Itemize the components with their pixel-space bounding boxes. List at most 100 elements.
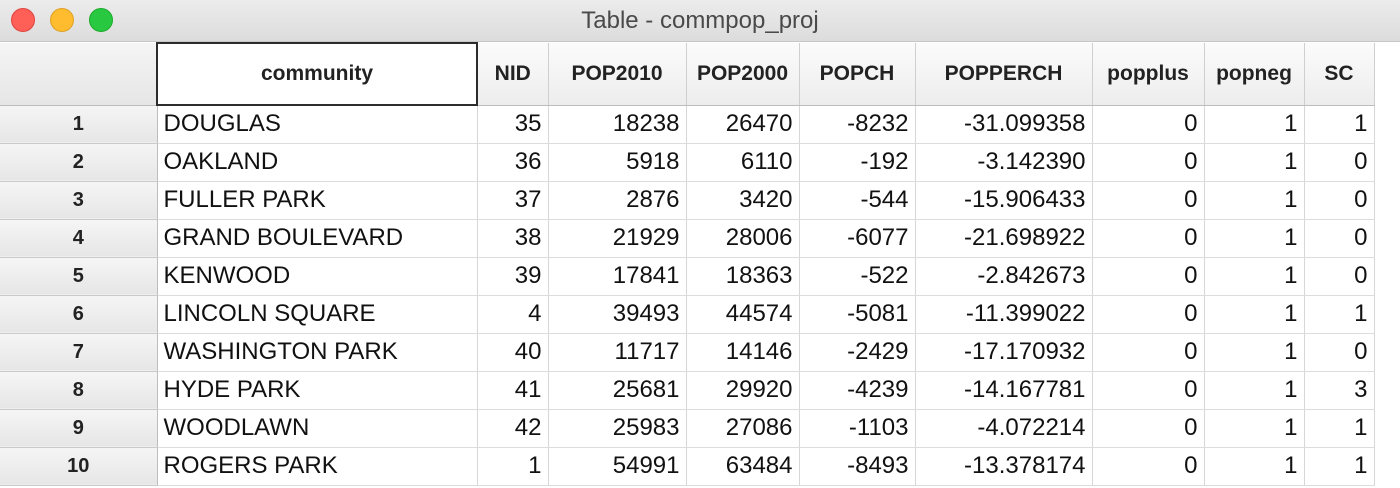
cell-nid[interactable]: 41 (477, 371, 549, 410)
column-header-sc[interactable]: SC (1304, 43, 1375, 106)
cell-popperch[interactable]: -3.142390 (915, 143, 1093, 182)
cell-nid[interactable]: 38 (477, 219, 549, 258)
row-header[interactable]: 4 (0, 219, 158, 258)
table-row[interactable]: 3 FULLER PARK 37 2876 3420 -544 -15.906433 0 1 0 (0, 181, 1375, 220)
cell-popplus[interactable]: 0 (1092, 409, 1205, 448)
cell-sc[interactable]: 0 (1304, 143, 1375, 182)
cell-community[interactable]: GRAND BOULEVARD (157, 219, 478, 258)
cell-nid[interactable]: 4 (477, 295, 549, 334)
cell-sc[interactable]: 3 (1304, 371, 1375, 410)
cell-community[interactable]: OAKLAND (157, 143, 478, 182)
cell-sc[interactable]: 0 (1304, 219, 1375, 258)
cell-popneg[interactable]: 1 (1204, 105, 1305, 144)
table-row[interactable]: 7 WASHINGTON PARK 40 11717 14146 -2429 -17.170… (0, 333, 1375, 372)
cell-popch[interactable]: -192 (799, 143, 916, 182)
row-header[interactable]: 10 (0, 447, 158, 486)
cell-nid[interactable]: 36 (477, 143, 549, 182)
cell-nid[interactable]: 42 (477, 409, 549, 448)
cell-popplus[interactable]: 0 (1092, 447, 1205, 486)
maximize-button[interactable] (89, 8, 113, 32)
cell-popneg[interactable]: 1 (1204, 181, 1305, 220)
cell-pop2010[interactable]: 39493 (548, 295, 687, 334)
table-row[interactable]: 8 HYDE PARK 41 25681 29920 -4239 -14.167781 0 1 3 (0, 371, 1375, 410)
table-row[interactable]: 2 OAKLAND 36 5918 6110 -192 -3.142390 0 1 0 (0, 143, 1375, 182)
cell-pop2010[interactable]: 21929 (548, 219, 687, 258)
table-row[interactable]: 4 GRAND BOULEVARD 38 21929 28006 -6077 -21.698… (0, 219, 1375, 258)
cell-pop2000[interactable]: 26470 (686, 105, 800, 144)
cell-popch[interactable]: -8232 (799, 105, 916, 144)
cell-popplus[interactable]: 0 (1092, 333, 1205, 372)
table-row[interactable]: 9 WOODLAWN 42 25983 27086 -1103 -4.072214 0 1 1 (0, 409, 1375, 448)
cell-pop2000[interactable]: 29920 (686, 371, 800, 410)
cell-popch[interactable]: -5081 (799, 295, 916, 334)
cell-sc[interactable]: 0 (1304, 257, 1375, 296)
cell-popperch[interactable]: -21.698922 (915, 219, 1093, 258)
cell-nid[interactable]: 1 (477, 447, 549, 486)
cell-community[interactable]: ROGERS PARK (157, 447, 478, 486)
cell-pop2000[interactable]: 14146 (686, 333, 800, 372)
column-header-popneg[interactable]: popneg (1204, 43, 1305, 106)
cell-pop2010[interactable]: 5918 (548, 143, 687, 182)
cell-popperch[interactable]: -4.072214 (915, 409, 1093, 448)
cell-nid[interactable]: 37 (477, 181, 549, 220)
cell-popneg[interactable]: 1 (1204, 257, 1305, 296)
cell-community[interactable]: KENWOOD (157, 257, 478, 296)
cell-community[interactable]: FULLER PARK (157, 181, 478, 220)
cell-popch[interactable]: -522 (799, 257, 916, 296)
cell-pop2000[interactable]: 27086 (686, 409, 800, 448)
cell-nid[interactable]: 39 (477, 257, 549, 296)
cell-sc[interactable]: 0 (1304, 181, 1375, 220)
row-header[interactable]: 1 (0, 105, 158, 144)
cell-popplus[interactable]: 0 (1092, 219, 1205, 258)
row-header[interactable]: 2 (0, 143, 158, 182)
cell-pop2010[interactable]: 18238 (548, 105, 687, 144)
cell-popperch[interactable]: -15.906433 (915, 181, 1093, 220)
column-header-pop2010[interactable]: POP2010 (548, 43, 687, 106)
cell-community[interactable]: WOODLAWN (157, 409, 478, 448)
cell-community[interactable]: LINCOLN SQUARE (157, 295, 478, 334)
row-header[interactable]: 6 (0, 295, 158, 334)
row-header[interactable]: 5 (0, 257, 158, 296)
cell-popneg[interactable]: 1 (1204, 447, 1305, 486)
cell-popplus[interactable]: 0 (1092, 295, 1205, 334)
cell-popneg[interactable]: 1 (1204, 295, 1305, 334)
row-header[interactable]: 7 (0, 333, 158, 372)
close-button[interactable] (11, 8, 35, 32)
cell-sc[interactable]: 1 (1304, 105, 1375, 144)
cell-pop2000[interactable]: 18363 (686, 257, 800, 296)
cell-popch[interactable]: -544 (799, 181, 916, 220)
cell-popplus[interactable]: 0 (1092, 105, 1205, 144)
column-header-pop2000[interactable]: POP2000 (686, 43, 800, 106)
cell-nid[interactable]: 40 (477, 333, 549, 372)
cell-popneg[interactable]: 1 (1204, 143, 1305, 182)
row-header[interactable]: 8 (0, 371, 158, 410)
minimize-button[interactable] (50, 8, 74, 32)
cell-pop2010[interactable]: 2876 (548, 181, 687, 220)
cell-popch[interactable]: -2429 (799, 333, 916, 372)
cell-popplus[interactable]: 0 (1092, 371, 1205, 410)
column-header-popplus[interactable]: popplus (1092, 43, 1205, 106)
table-row[interactable]: 5 KENWOOD 39 17841 18363 -522 -2.842673 0 1 0 (0, 257, 1375, 296)
row-header[interactable]: 3 (0, 181, 158, 220)
cell-popplus[interactable]: 0 (1092, 143, 1205, 182)
table-row[interactable]: 10 ROGERS PARK 1 54991 63484 -8493 -13.378174 0… (0, 447, 1375, 486)
cell-nid[interactable]: 35 (477, 105, 549, 144)
cell-popplus[interactable]: 0 (1092, 257, 1205, 296)
cell-pop2010[interactable]: 25681 (548, 371, 687, 410)
cell-popneg[interactable]: 1 (1204, 219, 1305, 258)
cell-popneg[interactable]: 1 (1204, 409, 1305, 448)
column-header-nid[interactable]: NID (477, 43, 549, 106)
cell-popperch[interactable]: -31.099358 (915, 105, 1093, 144)
row-header[interactable]: 9 (0, 409, 158, 448)
corner-header[interactable] (0, 43, 158, 106)
cell-popch[interactable]: -6077 (799, 219, 916, 258)
cell-popperch[interactable]: -13.378174 (915, 447, 1093, 486)
cell-popperch[interactable]: -11.399022 (915, 295, 1093, 334)
cell-community[interactable]: HYDE PARK (157, 371, 478, 410)
title-bar[interactable]: Table - commpop_proj (0, 0, 1400, 42)
cell-pop2010[interactable]: 54991 (548, 447, 687, 486)
cell-popch[interactable]: -8493 (799, 447, 916, 486)
cell-popneg[interactable]: 1 (1204, 371, 1305, 410)
cell-popneg[interactable]: 1 (1204, 333, 1305, 372)
cell-popplus[interactable]: 0 (1092, 181, 1205, 220)
